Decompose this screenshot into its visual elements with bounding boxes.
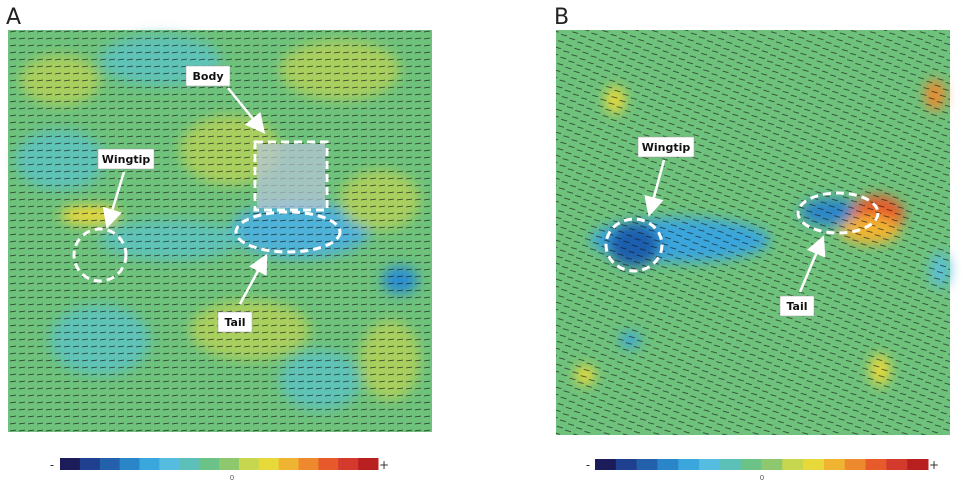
colorbar-swatch <box>159 458 180 470</box>
annotation-box <box>217 311 253 333</box>
colorbar-max: + <box>379 458 389 472</box>
colorbar-swatch <box>719 459 742 470</box>
colorbar-mid: 0 <box>230 474 234 480</box>
annotation-box <box>185 65 231 87</box>
annotation: Wingtip <box>642 141 691 154</box>
arrow <box>227 87 266 134</box>
colorbar-swatch <box>699 459 721 470</box>
arrow <box>238 253 268 305</box>
annotation: Tail <box>224 316 245 329</box>
field-a <box>8 30 432 432</box>
arrow <box>798 235 826 293</box>
colorbar-swatch <box>318 458 339 470</box>
graphic <box>8 30 432 432</box>
colorbar-swatch <box>761 459 783 470</box>
colorbar-swatch <box>99 458 121 470</box>
colorbar-swatch <box>865 459 887 470</box>
annotation-box <box>97 148 155 170</box>
colorbar-swatch <box>844 459 867 470</box>
colorbar-min: - <box>50 458 54 472</box>
colorbar-swatch <box>615 459 638 470</box>
colorbar-min: - <box>586 458 590 472</box>
arrow <box>644 159 666 217</box>
annotation: Tail <box>786 300 807 313</box>
annotation: Wingtip <box>102 153 151 166</box>
panel-label: A <box>6 5 21 30</box>
colorbar <box>60 458 379 470</box>
field-b <box>556 30 950 435</box>
body-box <box>253 140 329 212</box>
colorbar-swatch <box>886 459 908 470</box>
colorbar <box>595 459 929 470</box>
annotation: Body <box>193 70 224 83</box>
colorbar-max: + <box>929 458 939 472</box>
arrow <box>102 171 126 229</box>
colorbar-swatch <box>823 459 846 470</box>
colorbar-swatch <box>79 458 101 470</box>
colorbar-swatch <box>179 458 200 470</box>
colorbar-swatch <box>782 459 804 470</box>
colorbar-swatch <box>60 458 81 470</box>
colorbar-swatch <box>657 459 679 470</box>
colorbar-swatch <box>358 458 379 470</box>
colorbar-swatch <box>907 459 929 470</box>
graphic <box>257 144 325 208</box>
colorbar-swatch <box>803 459 825 470</box>
colorbar-swatch <box>219 458 240 470</box>
wingtip-ellipse <box>604 217 664 273</box>
colorbar-swatch <box>139 458 160 470</box>
graphic <box>556 30 950 435</box>
colorbar-swatch <box>258 458 280 470</box>
colorbar-swatch <box>238 458 260 470</box>
colorbar-swatch <box>678 459 700 470</box>
colorbar-swatch <box>595 459 617 470</box>
panel-label: B <box>554 5 569 30</box>
annotation-box <box>779 295 815 317</box>
colorbar-swatch <box>278 458 299 470</box>
colorbar-swatch <box>119 458 140 470</box>
colorbar-swatch <box>338 458 359 470</box>
colorbar-mid: 0 <box>760 474 764 480</box>
tail-ellipse <box>234 210 342 254</box>
colorbar-swatch <box>298 458 319 470</box>
colorbar-swatch <box>636 459 658 470</box>
wingtip-circle <box>72 227 128 283</box>
colorbar-swatch <box>740 459 762 470</box>
colorbar-swatch <box>199 458 220 470</box>
tail-ellipse <box>796 191 880 235</box>
annotation-box <box>637 136 695 158</box>
